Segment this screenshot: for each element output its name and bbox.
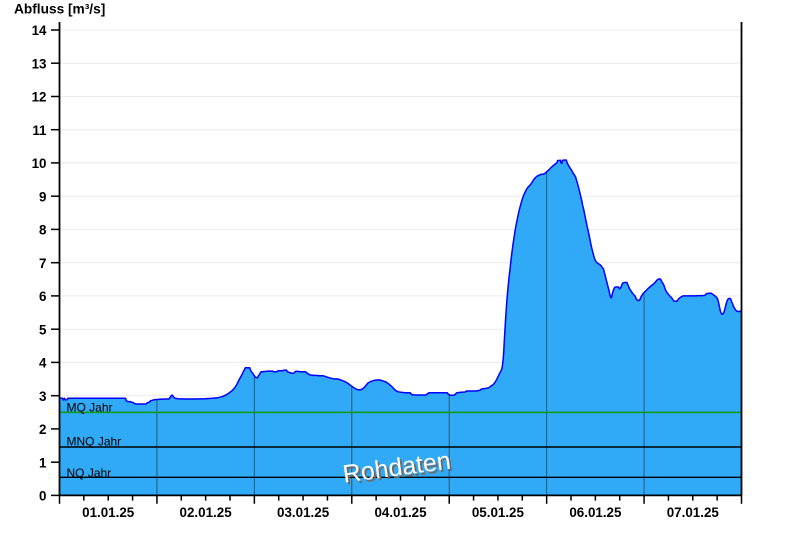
svg-text:11: 11 bbox=[32, 123, 47, 138]
svg-text:13: 13 bbox=[32, 56, 47, 71]
svg-text:7: 7 bbox=[39, 256, 46, 271]
svg-text:12: 12 bbox=[32, 90, 47, 105]
svg-text:01.01.25: 01.01.25 bbox=[82, 505, 135, 520]
svg-text:NQ Jahr: NQ Jahr bbox=[67, 466, 112, 480]
svg-text:MQ Jahr: MQ Jahr bbox=[67, 400, 113, 414]
svg-text:14: 14 bbox=[32, 23, 47, 38]
svg-text:0: 0 bbox=[39, 489, 46, 504]
svg-text:10: 10 bbox=[32, 156, 47, 171]
svg-text:05.01.25: 05.01.25 bbox=[472, 505, 525, 520]
svg-text:04.01.25: 04.01.25 bbox=[374, 505, 427, 520]
svg-text:2: 2 bbox=[39, 422, 46, 437]
svg-text:8: 8 bbox=[39, 223, 47, 238]
svg-text:1: 1 bbox=[39, 455, 47, 470]
svg-text:06.01.25: 06.01.25 bbox=[569, 505, 622, 520]
svg-text:3: 3 bbox=[39, 389, 46, 404]
svg-text:5: 5 bbox=[39, 322, 47, 337]
svg-text:Abfluss [m³/s]: Abfluss [m³/s] bbox=[14, 2, 105, 17]
svg-text:6: 6 bbox=[39, 289, 46, 304]
svg-text:9: 9 bbox=[39, 189, 46, 204]
svg-text:MNQ Jahr: MNQ Jahr bbox=[67, 435, 122, 449]
svg-text:02.01.25: 02.01.25 bbox=[180, 505, 233, 520]
svg-text:07.01.25: 07.01.25 bbox=[667, 505, 720, 520]
svg-text:4: 4 bbox=[39, 356, 47, 371]
svg-text:03.01.25: 03.01.25 bbox=[277, 505, 330, 520]
